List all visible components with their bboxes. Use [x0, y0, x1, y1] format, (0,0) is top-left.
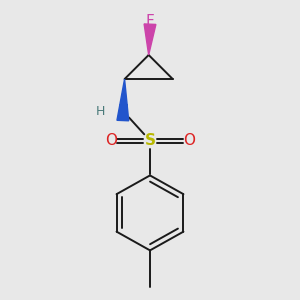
Text: O: O: [183, 133, 195, 148]
Text: S: S: [145, 133, 155, 148]
Text: H: H: [96, 105, 105, 118]
Polygon shape: [117, 79, 129, 121]
Text: O: O: [105, 133, 117, 148]
Text: F: F: [146, 14, 154, 29]
Polygon shape: [144, 24, 156, 55]
Text: N: N: [118, 104, 129, 119]
